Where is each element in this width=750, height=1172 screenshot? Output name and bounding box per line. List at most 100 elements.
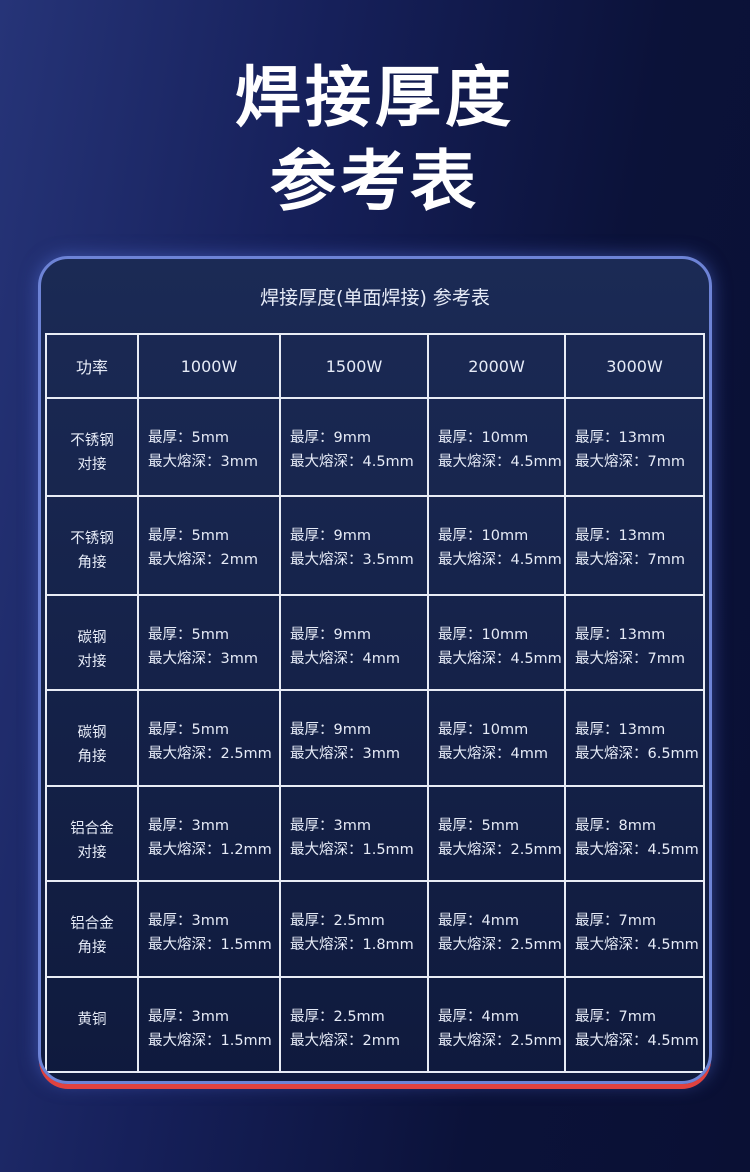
cell-line: 最厚：10mm: [438, 528, 529, 544]
title-line: 参考表: [270, 143, 480, 220]
cell-line: 最大熔深：2mm: [290, 1033, 400, 1049]
cell-line: 最大熔深：1.2mm: [148, 842, 272, 858]
cell-line: 最大熔深：6.5mm: [575, 746, 699, 762]
table-cell: 最厚：10mm 最大熔深：4.5mm: [429, 497, 566, 596]
row-label-line: 碳钢: [77, 725, 107, 741]
table-cell: 最厚：5mm 最大熔深：2.5mm: [429, 787, 566, 882]
cell-line: 最厚：9mm: [290, 722, 371, 738]
cell-line: 最厚：5mm: [148, 528, 229, 544]
table-cell: 最厚：3mm 最大熔深：1.5mm: [139, 882, 281, 978]
table-cell: 最厚：10mm 最大熔深：4.5mm: [429, 596, 566, 691]
cell-line: 最大熔深：3mm: [148, 454, 258, 470]
column-header: 1500W: [281, 335, 429, 399]
row-label: 不锈钢 角接: [47, 497, 139, 596]
cell-line: 最大熔深：2.5mm: [438, 1033, 562, 1049]
cell-line: 最大熔深：3.5mm: [290, 552, 414, 568]
table-cell: 最厚：5mm 最大熔深：2mm: [139, 497, 281, 596]
cell-line: 最厚：3mm: [290, 818, 371, 834]
table-cell: 最厚：13mm 最大熔深：7mm: [566, 596, 705, 691]
row-label: 铝合金 角接: [47, 882, 139, 978]
cell-line: 最大熔深：2.5mm: [438, 937, 562, 953]
cell-line: 最厚：4mm: [438, 913, 519, 929]
cell-line: 最厚：3mm: [148, 818, 229, 834]
cell-line: 最厚：10mm: [438, 430, 529, 446]
table: 功率 1000W 1500W 2000W 3000W 不锈钢 对接 最厚：5mm 最大熔深：3m…: [45, 333, 705, 1073]
cell-line: 最厚：3mm: [148, 1009, 229, 1025]
cell-line: 最大熔深：1.5mm: [148, 937, 272, 953]
cell-line: 最厚：13mm: [575, 627, 666, 643]
table-cell: 最厚：3mm 最大熔深：1.5mm: [281, 787, 429, 882]
row-label-line: 不锈钢: [70, 433, 114, 449]
table-cell: 最厚：10mm 最大熔深：4mm: [429, 691, 566, 787]
cell-line: 最厚：7mm: [575, 913, 656, 929]
row-label: 不锈钢 对接: [47, 399, 139, 497]
cell-line: 最大熔深：4.5mm: [575, 1033, 699, 1049]
row-label-line: 铝合金: [70, 821, 114, 837]
table-cell: 最厚：13mm 最大熔深：6.5mm: [566, 691, 705, 787]
table-cell: 最厚：2.5mm 最大熔深：1.8mm: [281, 882, 429, 978]
cell-line: 最厚：13mm: [575, 722, 666, 738]
cell-line: 最大熔深：1.5mm: [148, 1033, 272, 1049]
table-cell: 最厚：5mm 最大熔深：3mm: [139, 399, 281, 497]
cell-line: 最厚：13mm: [575, 528, 666, 544]
column-header: 2000W: [429, 335, 566, 399]
cell-line: 最厚：5mm: [148, 627, 229, 643]
cell-line: 最大熔深：4mm: [438, 746, 548, 762]
table-cell: 最厚：13mm 最大熔深：7mm: [566, 399, 705, 497]
column-header: 3000W: [566, 335, 705, 399]
cell-line: 最大熔深：4.5mm: [438, 454, 562, 470]
row-label-line: 不锈钢: [70, 531, 114, 547]
row-label-line: 铝合金: [70, 916, 114, 932]
cell-line: 最厚：9mm: [290, 528, 371, 544]
table-cell: 最厚：9mm 最大熔深：3.5mm: [281, 497, 429, 596]
table-cell: 最厚：7mm 最大熔深：4.5mm: [566, 978, 705, 1073]
cell-line: 最厚：9mm: [290, 627, 371, 643]
row-label-line: 碳钢: [77, 630, 107, 646]
row-label-line: 角接: [77, 749, 107, 765]
row-label-line: 对接: [77, 457, 107, 473]
table-cell: 最厚：8mm 最大熔深：4.5mm: [566, 787, 705, 882]
cell-line: 最大熔深：4.5mm: [575, 842, 699, 858]
row-label: 黄铜: [47, 978, 139, 1073]
row-label: 铝合金 对接: [47, 787, 139, 882]
cell-line: 最大熔深：2.5mm: [148, 746, 272, 762]
column-header: 1000W: [139, 335, 281, 399]
table-cell: 最厚：5mm 最大熔深：2.5mm: [139, 691, 281, 787]
cell-line: 最厚：5mm: [148, 430, 229, 446]
cell-line: 最厚：10mm: [438, 722, 529, 738]
table-cell: 最厚：9mm 最大熔深：4.5mm: [281, 399, 429, 497]
cell-line: 最大熔深：7mm: [575, 552, 685, 568]
table-cell: 最厚：7mm 最大熔深：4.5mm: [566, 882, 705, 978]
table-cell: 最厚：13mm 最大熔深：7mm: [566, 497, 705, 596]
table-cell: 最厚：10mm 最大熔深：4.5mm: [429, 399, 566, 497]
cell-line: 最厚：10mm: [438, 627, 529, 643]
cell-line: 最大熔深：4.5mm: [290, 454, 414, 470]
cell-line: 最厚：5mm: [438, 818, 519, 834]
table-card: 焊接厚度(单面焊接) 参考表 功率 1000W 1500W 2000W 3000W 不锈钢…: [38, 256, 712, 1084]
cell-line: 最大熔深：7mm: [575, 454, 685, 470]
cell-line: 最大熔深：4.5mm: [438, 651, 562, 667]
table-cell: 最厚：9mm 最大熔深：4mm: [281, 596, 429, 691]
cell-line: 最厚：7mm: [575, 1009, 656, 1025]
cell-line: 最大熔深：2mm: [148, 552, 258, 568]
row-label: 碳钢 对接: [47, 596, 139, 691]
cell-line: 最大熔深：1.8mm: [290, 937, 414, 953]
cell-line: 最厚：13mm: [575, 430, 666, 446]
cell-line: 最厚：5mm: [148, 722, 229, 738]
cell-line: 最厚：8mm: [575, 818, 656, 834]
table-caption: 焊接厚度(单面焊接) 参考表: [260, 287, 490, 309]
cell-line: 最大熔深：4.5mm: [438, 552, 562, 568]
table-cell: 最厚：5mm 最大熔深：3mm: [139, 596, 281, 691]
cell-line: 最厚：2.5mm: [290, 913, 385, 929]
table-cell: 最厚：9mm 最大熔深：3mm: [281, 691, 429, 787]
cell-line: 最厚：3mm: [148, 913, 229, 929]
cell-line: 最厚：2.5mm: [290, 1009, 385, 1025]
cell-line: 最大熔深：4.5mm: [575, 937, 699, 953]
cell-line: 最厚：4mm: [438, 1009, 519, 1025]
row-label-line: 角接: [77, 555, 107, 571]
table-cell: 最厚：2.5mm 最大熔深：2mm: [281, 978, 429, 1073]
cell-line: 最大熔深：3mm: [290, 746, 400, 762]
cell-line: 最厚：9mm: [290, 430, 371, 446]
row-label-line: 角接: [77, 940, 107, 956]
cell-line: 最大熔深：2.5mm: [438, 842, 562, 858]
